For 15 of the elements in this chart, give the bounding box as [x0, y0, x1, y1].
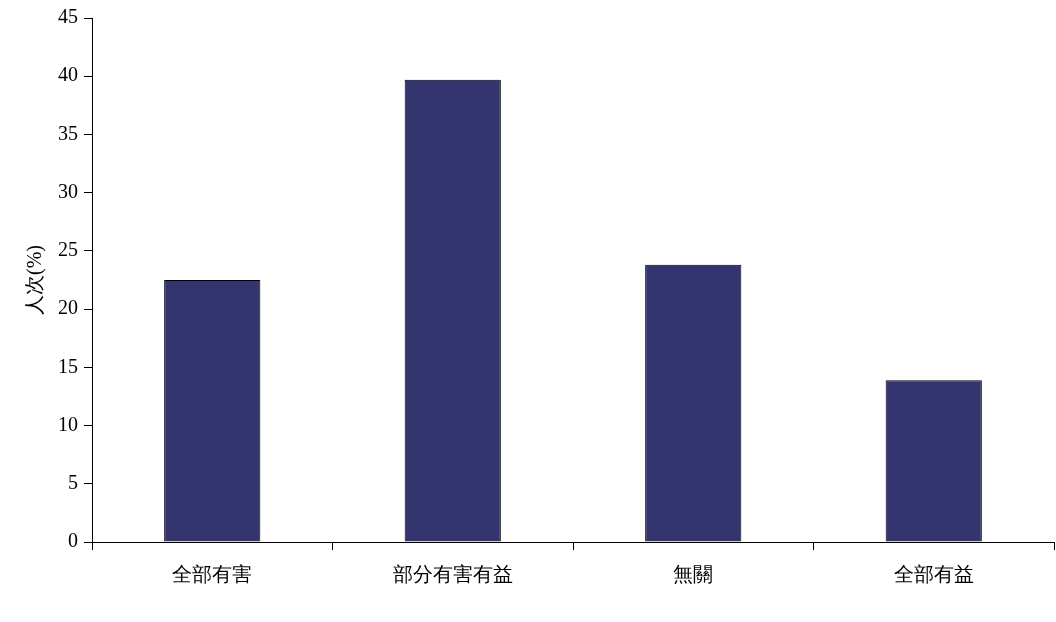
y-tick-label: 45 [58, 5, 78, 28]
y-tick-label: 40 [58, 63, 78, 86]
y-tick-label: 20 [58, 296, 78, 319]
y-tick-label: 25 [58, 238, 78, 261]
y-tick-label: 15 [58, 354, 78, 377]
x-tick-label: 全部有益 [893, 563, 974, 586]
x-tick-label: 全部有害 [172, 563, 253, 586]
y-tick-label: 0 [68, 529, 78, 552]
y-tick-label: 30 [58, 179, 78, 202]
y-tick-label: 35 [58, 121, 78, 144]
y-tick-label: 5 [68, 471, 78, 494]
x-tick-label: 無關 [673, 563, 714, 586]
x-tick-label: 部分有害有益 [392, 563, 513, 586]
y-axis-title: 人次(%) [23, 245, 47, 315]
y-tick-label: 10 [58, 412, 78, 435]
